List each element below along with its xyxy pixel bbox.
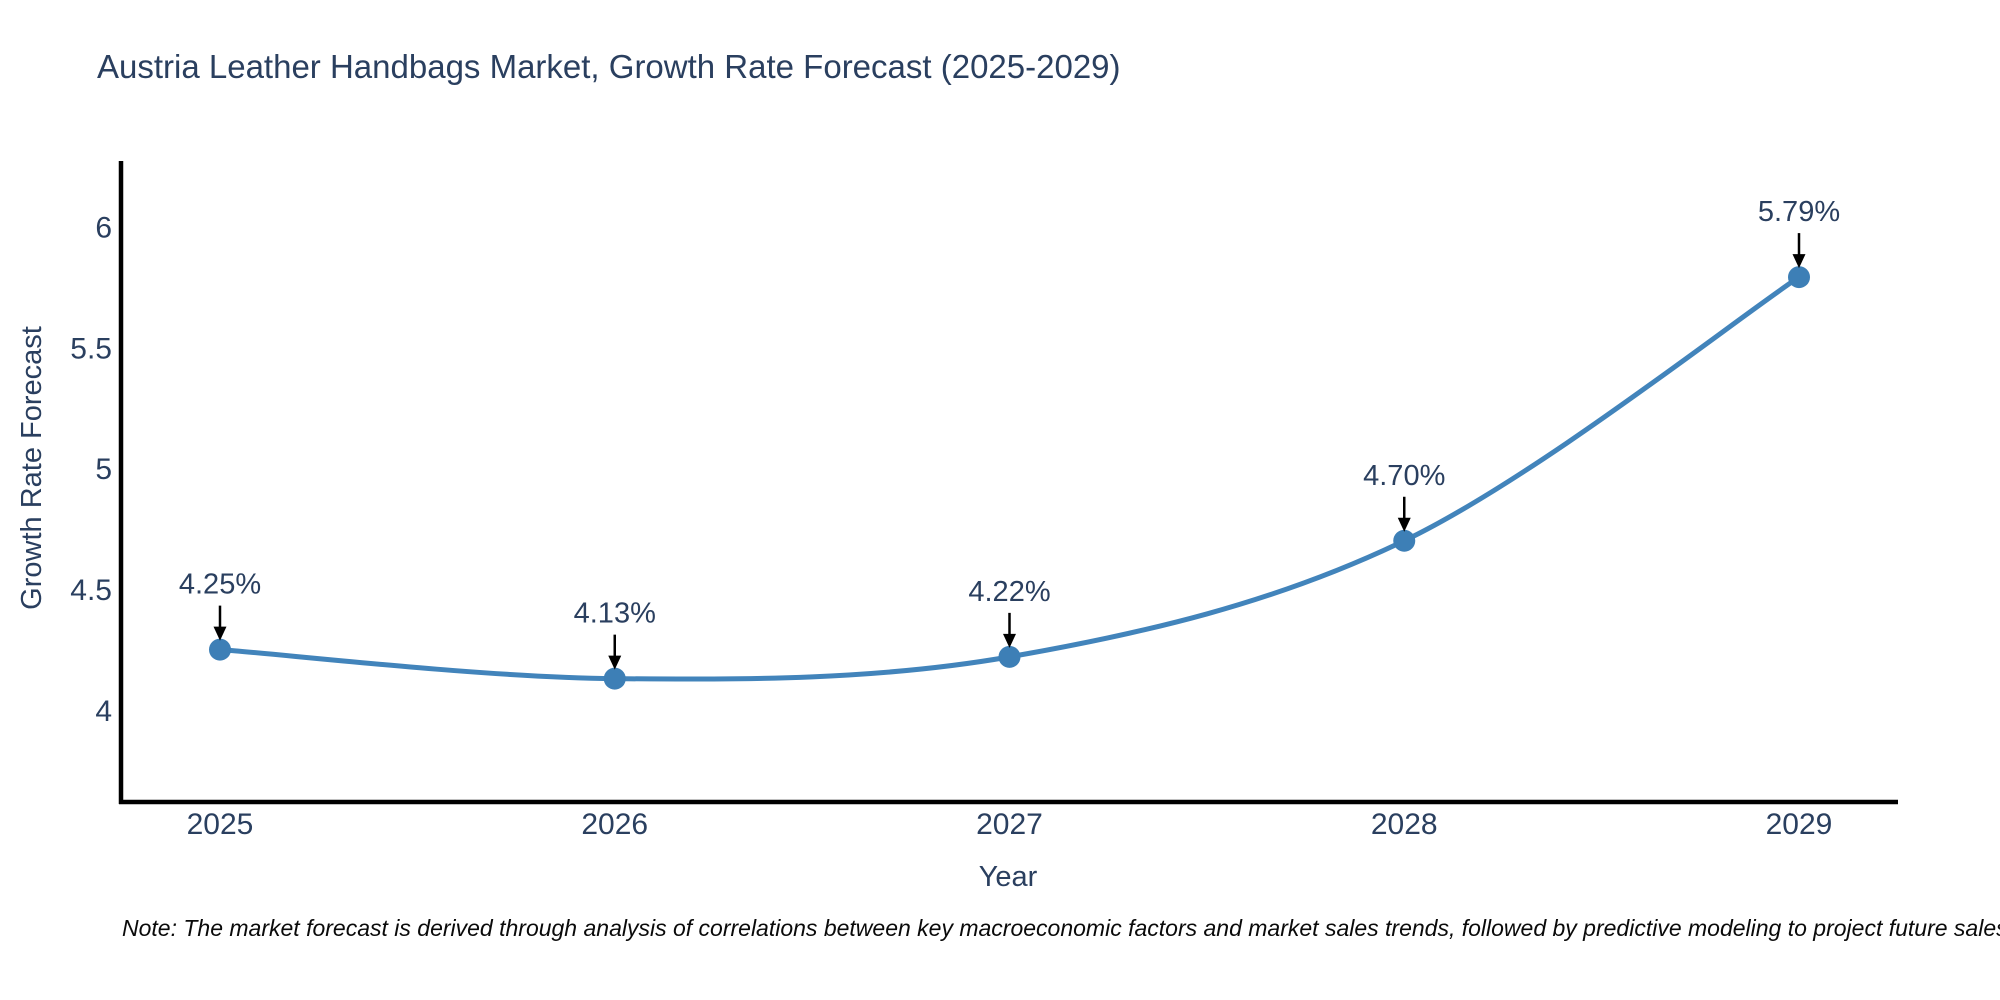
annotation-arrowhead-icon (1397, 517, 1411, 532)
y-tick-label: 5 (95, 453, 112, 486)
footnote: Note: The market forecast is derived thr… (122, 915, 2000, 941)
x-tick-label: 2025 (187, 808, 254, 841)
x-tick-label: 2027 (976, 808, 1043, 841)
data-point-marker (998, 645, 1021, 668)
x-tick-label: 2028 (1371, 808, 1438, 841)
point-value-label: 4.22% (968, 576, 1050, 608)
annotation-arrowhead-icon (213, 626, 227, 641)
y-tick-label: 5.5 (70, 332, 112, 365)
data-point-marker (209, 638, 231, 661)
annotation-arrowhead-icon (608, 655, 622, 670)
x-axis-title: Year (979, 861, 1038, 893)
x-tick-label: 2026 (581, 808, 648, 841)
y-tick-label: 4 (95, 695, 112, 728)
annotation-arrowhead-icon (1003, 633, 1016, 648)
y-tick-label: 4.5 (70, 574, 112, 607)
point-value-label: 4.70% (1363, 460, 1445, 492)
point-value-label: 4.13% (574, 598, 656, 630)
annotation-arrowhead-icon (1792, 254, 1806, 269)
y-tick-label: 6 (95, 211, 112, 244)
point-value-label: 5.79% (1758, 196, 1840, 228)
y-axis-title: Growth Rate Forecast (16, 326, 48, 610)
point-value-label: 4.25% (179, 569, 261, 601)
data-point-marker (1393, 529, 1416, 552)
chart-title: Austria Leather Handbags Market, Growth … (97, 48, 1121, 85)
data-point-marker (603, 667, 626, 690)
data-point-marker (1788, 266, 1810, 289)
x-tick-label: 2029 (1766, 808, 1833, 841)
